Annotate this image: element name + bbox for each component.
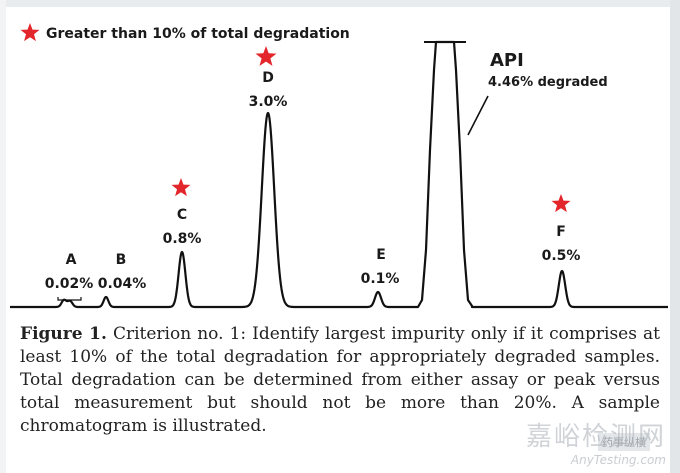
- peak-name-b: B: [116, 252, 127, 268]
- peak-value-e: 0.1%: [361, 271, 400, 287]
- peak-name-e: E: [376, 247, 386, 263]
- peak-f-label: F 0.5%: [542, 194, 581, 264]
- peak-name-c: C: [177, 207, 187, 223]
- watermark-cn-text: 嘉峪检测网: [525, 422, 666, 452]
- peak-value-a: 0.02%: [45, 276, 94, 292]
- api-leader-line: [467, 95, 489, 136]
- peak-d-label: D 3.0%: [249, 46, 288, 110]
- peak-b-label: B 0.04%: [98, 252, 147, 292]
- peak-f-star-icon: [551, 194, 571, 213]
- figure-caption: Figure 1. Criterion no. 1: Identify larg…: [20, 323, 660, 438]
- legend-star-icon: [20, 23, 40, 42]
- api-name: API: [490, 50, 524, 71]
- peak-value-f: 0.5%: [542, 248, 581, 264]
- caption-text: Criterion no. 1: Identify largest impuri…: [20, 324, 660, 436]
- watermark: 嘉峪检测网 AnyTesting.com: [526, 416, 666, 467]
- watermark-badge: 药事纵横: [598, 433, 650, 451]
- peak-e-label: E 0.1%: [361, 247, 400, 287]
- peak-c-label: C 0.8%: [163, 178, 202, 247]
- peak-c-star-icon: [171, 178, 191, 197]
- api-degraded-value: 4.46% degraded: [488, 75, 608, 90]
- watermark-en-text: AnyTesting.com: [570, 453, 666, 467]
- peak-name-a: A: [66, 252, 77, 268]
- caption-label: Figure 1.: [20, 324, 107, 344]
- peak-value-d: 3.0%: [249, 94, 288, 110]
- frame-right-border: [670, 0, 680, 473]
- legend-text: Greater than 10% of total degradation: [46, 26, 350, 42]
- chromatogram-chart: Greater than 10% of total degradation A …: [9, 23, 669, 309]
- peak-value-b: 0.04%: [98, 276, 147, 292]
- api-label: API 4.46% degraded: [488, 50, 608, 90]
- peak-name-f: F: [556, 224, 566, 240]
- peak-a-bracket: [57, 297, 82, 301]
- frame-top-border: [0, 0, 680, 7]
- chromatogram-trace: [9, 40, 669, 309]
- frame-left-border: [0, 0, 6, 473]
- peak-value-c: 0.8%: [163, 231, 202, 247]
- peak-a-label: A 0.02%: [45, 252, 94, 292]
- legend: Greater than 10% of total degradation: [20, 23, 350, 42]
- peak-d-star-icon: [255, 46, 277, 66]
- peak-name-d: D: [262, 70, 274, 86]
